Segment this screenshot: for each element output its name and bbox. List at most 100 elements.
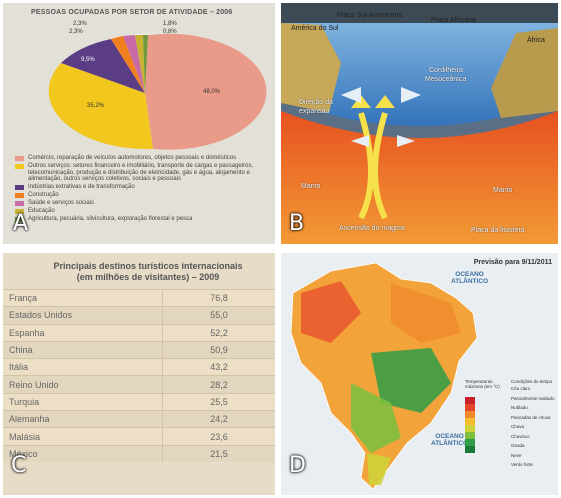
legend-swatch [15,163,24,169]
condition-item: Chuvisco [511,433,530,439]
panel-letter-c: C [11,453,27,478]
pie-label-construcao: 2,3% [73,21,87,27]
value-cell: 21,5 [162,444,275,462]
label-placa-africana: Placa Africana [431,17,476,24]
ocean-south-word1: OCEANO [435,433,464,440]
pie-slice-industrias [61,39,145,93]
condition-item: Chuva [511,424,525,429]
legend-label: Saúde e serviços sociais [28,200,95,207]
ocean-label-north: OCEANO ATLÂNTICO [451,271,488,285]
legend-swatch [15,185,24,191]
legend-label: Outros serviços: setores financeiro e im… [28,162,254,183]
label-direcao: Direção da [299,99,333,106]
country-cell: Malásia [3,427,163,446]
legend-item: Indústrias extrativas e de transformação [15,184,265,191]
pie-label-comercio: 48,0% [203,89,221,95]
country-cell: Itália [3,358,163,376]
legend-item: Construção [15,192,265,199]
legend-swatch [15,201,24,207]
condition-item: Neve [511,452,522,458]
south-america-landmass [281,23,341,113]
table-row: México 21,5 [3,444,275,462]
legend-label: Comércio, reparação de veículos automoto… [28,155,237,161]
condition-item: Pancadas de chuva [511,414,551,420]
pie-label-educacao: 1,8% [163,21,177,27]
condition-item: Vento forte [511,462,533,467]
table-title-line2: (em milhões de visitantes) – 2009 [76,272,220,282]
legend-swatch [15,209,24,215]
pie-chart [48,33,267,150]
label-manto-left: Manto [301,183,321,190]
table-row: Malásia 23,6 [3,427,275,446]
label-mesoceanica: Mesoceânica [425,76,467,83]
table-title: Principais destinos turísticos internaci… [33,261,263,283]
ocean-label-south: OCEANO ATLÂNTICO [431,433,468,447]
pie-slice-saude [123,35,145,93]
tourism-table: França 76,8 Estados Unidos 55,0 Espanha 52,… [3,288,275,462]
temp-scale [465,397,475,453]
expansion-arrow-right [401,87,421,103]
country-cell: China [3,340,163,359]
map-title: Previsão para 9/11/2011 [473,259,552,266]
table-row: Alemanha 24,2 [3,410,275,428]
pie-slice-educacao [135,34,145,93]
pie-slice-comercio [145,33,267,150]
label-africa: África [527,37,545,44]
table-row: França 76,8 [3,288,275,307]
value-cell: 43,2 [162,358,275,376]
label-manto-right: Manto [493,187,513,194]
condition-item: Parcialmente nublado [511,395,555,401]
country-cell: Espanha [3,323,163,342]
pie-label-industrias: 9,5% [81,57,95,63]
value-cell: 23,6 [162,427,275,446]
legend-item: Comércio, reparação de veículos automoto… [15,155,265,162]
condition-item: Céu claro [511,386,531,391]
pie-legend: Comércio, reparação de veículos automoto… [15,155,265,224]
table-row: Espanha 52,2 [3,323,275,342]
tectonics-illustration [281,3,558,244]
label-ascensao-magma: Ascensão do magma [339,225,405,232]
table-row: Itália 43,2 [3,358,275,376]
table-title-line1: Principais destinos turísticos internaci… [53,261,243,271]
value-cell: 55,0 [162,306,275,325]
country-cell: Reino Unido [3,375,163,394]
condition-item: Nublado [511,405,528,410]
country-cell: Alemanha [3,410,163,428]
ocean-north-word2: ATLÂNTICO [451,278,489,285]
panel-a-pie-chart: PESSOAS OCUPADAS POR SETOR DE ATIVIDADE … [3,3,275,244]
legend-temp-title: Temperaturas máximas (em °C) [465,379,500,389]
mantle [281,103,558,244]
pie-slice-agricultura [143,34,148,93]
africa-landmass [491,28,558,118]
legend-item: Educação [15,208,265,215]
panel-c-tourism-table: Principais destinos turísticos internaci… [3,253,275,495]
legend-label: Construção [28,192,59,199]
legend-swatch [15,217,24,223]
label-placa-litosfera: Placa da litosfera [471,227,525,234]
table-row: China 50,9 [3,340,275,359]
legend-swatch [15,193,24,199]
conditions-list: Condições do tempo Céu claro Parcialment… [511,379,555,470]
table-row: Estados Unidos 55,0 [3,306,275,325]
value-cell: 50,9 [162,340,275,359]
pie-slice-construcao [111,36,145,93]
legend-cond-title: Condições do tempo [511,379,553,384]
country-cell: Turquia [3,392,163,411]
legend-label: Educação [28,208,55,215]
panel-letter-d: D [289,453,306,478]
pie-label-agricultura: 0,8% [163,29,177,35]
magma-arrow-left [358,112,374,220]
value-cell: 25,5 [162,392,275,411]
panel-b-tectonics-diagram: América do Sul Placa Sul-Americana Placa… [281,3,558,244]
label-cordilheira: Cordilheira [429,67,463,74]
expansion-arrow-left [341,87,361,103]
brazil-map [290,262,478,490]
pie-title: PESSOAS OCUPADAS POR SETOR DE ATIVIDADE … [31,9,233,16]
panel-letter-a: A [13,211,29,236]
panel-d-weather-map: Previsão para 9/11/2011 OCEANO ATLÂNTICO… [281,253,558,495]
pie-slice-outros [48,63,153,150]
legend-label: Indústrias extrativas e de transformação [28,184,135,191]
ocean-south-word2: ATLÂNTICO [431,440,469,447]
map-legend: Temperaturas máximas (em °C) Condições d… [465,379,555,467]
legend-item: Saúde e serviços sociais [15,200,265,207]
